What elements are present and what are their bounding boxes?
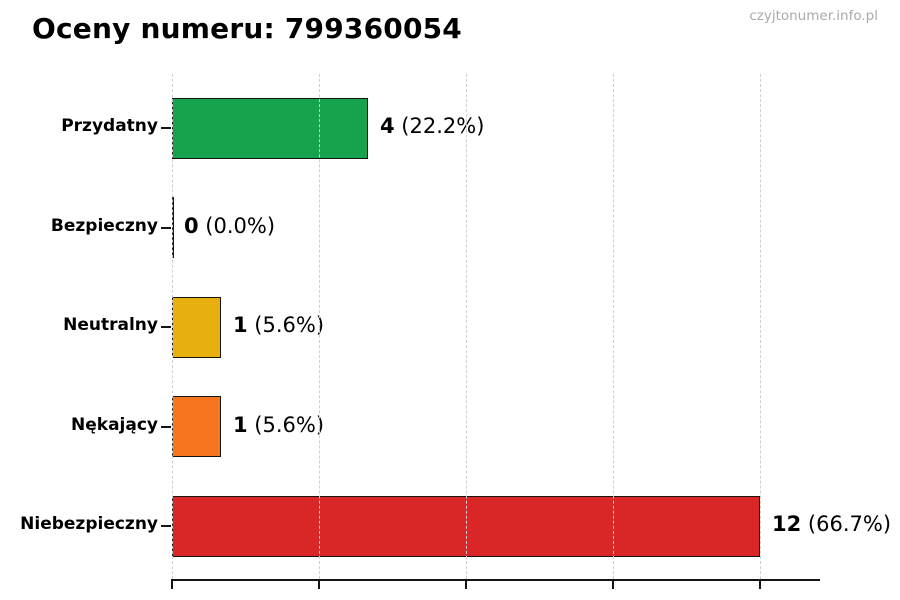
value-label-4: 12 (66.7%) xyxy=(772,512,891,536)
chart-title: Oceny numeru: 799360054 xyxy=(32,12,462,45)
bar-1 xyxy=(172,197,174,258)
value-count-3: 1 xyxy=(233,412,248,437)
y-axis-tick-2 xyxy=(161,326,171,328)
bar-3 xyxy=(172,396,221,457)
category-label-2: Neutralny xyxy=(63,315,158,335)
value-label-3: 1 (5.6%) xyxy=(233,413,324,437)
value-percent-1: (0.0%) xyxy=(198,213,276,238)
value-count-0: 4 xyxy=(380,114,395,138)
category-label-3: Nękający xyxy=(71,414,158,435)
bar-0 xyxy=(172,97,368,159)
value-label-2: 1 (5.6%) xyxy=(233,313,324,337)
x-axis-tick-9 xyxy=(612,581,614,589)
bar-2 xyxy=(172,296,221,358)
y-axis-tick-3 xyxy=(161,425,171,428)
x-axis-tick-12 xyxy=(759,581,761,589)
x-axis-tick-0 xyxy=(171,581,173,589)
category-label-1: Bezpieczny xyxy=(50,215,158,236)
value-percent-0: (22.2%) xyxy=(394,114,485,138)
value-percent-2: (5.6%) xyxy=(247,313,325,337)
value-count-4: 12 xyxy=(772,512,802,536)
value-percent-4: (66.7%) xyxy=(801,512,892,536)
value-count-1: 0 xyxy=(184,213,199,238)
x-axis-tick-6 xyxy=(465,581,467,589)
gridline-x-12 xyxy=(759,74,761,579)
category-label-4: Niebezpieczny xyxy=(20,514,158,534)
value-label-0: 4 (22.2%) xyxy=(380,114,484,138)
y-axis-tick-4 xyxy=(161,525,171,527)
value-label-1: 0 (0.0%) xyxy=(184,214,275,238)
gridline-x-3 xyxy=(318,74,320,579)
watermark-site-label: czyjtonumer.info.pl xyxy=(749,8,878,24)
x-axis-tick-3 xyxy=(318,581,320,589)
y-axis-tick-1 xyxy=(161,226,171,229)
value-count-2: 1 xyxy=(233,313,248,337)
value-percent-3: (5.6%) xyxy=(247,412,325,437)
x-axis-line xyxy=(171,579,820,581)
y-axis-tick-0 xyxy=(161,127,171,129)
gridline-x-0 xyxy=(171,74,173,579)
gridline-x-9 xyxy=(612,74,614,579)
category-label-0: Przydatny xyxy=(61,116,158,136)
gridline-x-6 xyxy=(465,74,467,579)
